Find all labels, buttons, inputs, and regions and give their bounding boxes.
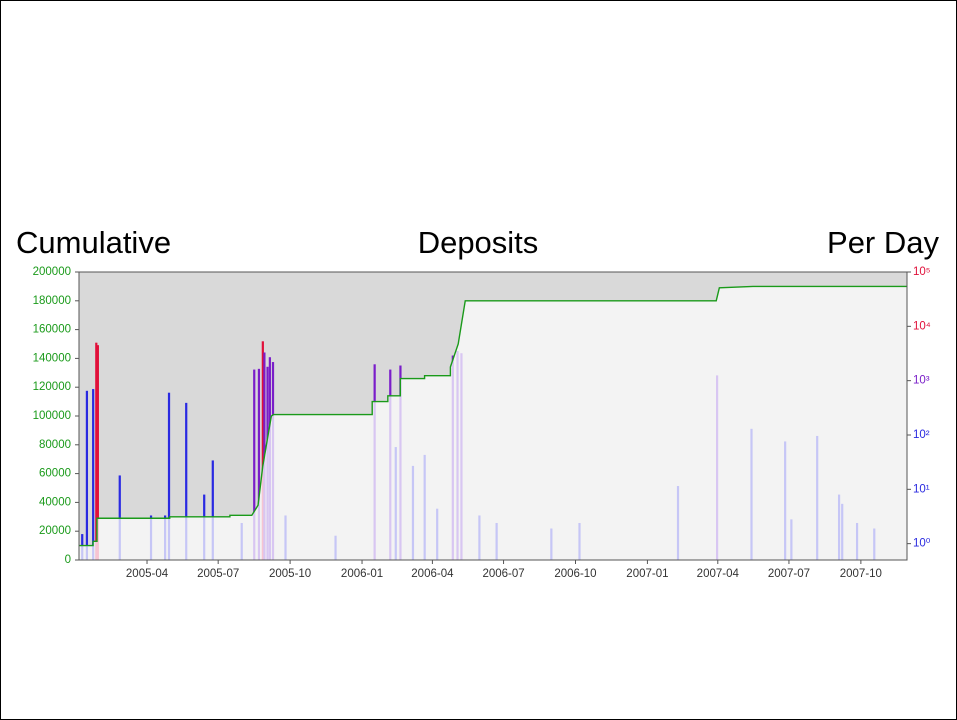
y-tick-label: 60000 — [39, 468, 71, 480]
bar-highlight — [92, 389, 95, 546]
y-tick-label: 100000 — [33, 410, 71, 422]
bar — [784, 441, 787, 560]
x-tick-label: 2007-04 — [697, 568, 740, 580]
y2-tick-label: 10⁰ — [913, 538, 931, 550]
bar — [389, 369, 392, 560]
x-tick-label: 2007-07 — [768, 568, 810, 580]
bar-highlight — [253, 369, 256, 546]
x-tick-label: 2006-04 — [411, 568, 454, 580]
bar — [460, 353, 463, 560]
bar — [164, 515, 167, 560]
bar — [676, 486, 680, 560]
bar — [750, 428, 753, 560]
bar — [149, 515, 153, 560]
bar-highlight — [185, 402, 188, 546]
y-tick-label: 180000 — [33, 295, 71, 307]
x-tick-label: 2007-10 — [840, 568, 882, 580]
bar — [268, 357, 271, 560]
bar — [451, 355, 454, 560]
bar — [816, 435, 819, 560]
bar — [373, 364, 376, 560]
x-tick-label: 2005-07 — [197, 568, 239, 580]
chart-title: Deposits — [418, 225, 539, 260]
x-tick-label: 2006-10 — [554, 568, 596, 580]
bar — [266, 366, 269, 560]
bar — [203, 494, 206, 560]
plot-background-above — [79, 272, 907, 546]
y-tick-label: 80000 — [39, 439, 71, 451]
cumulative-line — [79, 285, 907, 547]
bar — [240, 522, 243, 560]
bar-highlight — [81, 534, 84, 546]
bar — [394, 447, 397, 560]
bar — [841, 503, 844, 560]
bar — [837, 494, 841, 560]
bar-highlight — [95, 342, 98, 546]
bar — [495, 522, 498, 560]
bar-highlight — [85, 390, 89, 546]
bar — [271, 362, 275, 560]
bar — [550, 528, 553, 560]
right-axis-title: Per Day — [827, 225, 939, 260]
bar — [399, 365, 402, 560]
x-tick-label: 2006-07 — [482, 568, 524, 580]
bar-highlight — [118, 475, 121, 546]
bar — [716, 375, 719, 560]
y2-tick-label: 10² — [913, 429, 930, 441]
bar-highlight — [257, 368, 261, 546]
bar — [423, 454, 426, 560]
y2-tick-label: 10¹ — [913, 483, 930, 495]
bar — [790, 519, 793, 560]
y-tick-label: 40000 — [39, 496, 71, 508]
y-tick-label: 160000 — [33, 324, 71, 336]
y-tick-label: 20000 — [39, 525, 71, 537]
bar — [81, 534, 84, 560]
left-axis-title: Cumulative — [16, 225, 171, 260]
bar — [334, 535, 337, 560]
bar-highlight — [167, 392, 171, 546]
y-tick-label: 140000 — [33, 352, 71, 364]
x-tick-label: 2006-01 — [341, 568, 383, 580]
bar — [284, 515, 287, 560]
bar-highlight — [261, 341, 264, 546]
bar — [478, 515, 481, 560]
bar-highlight — [263, 352, 266, 546]
y2-tick-label: 10⁴ — [913, 320, 931, 332]
bar — [873, 528, 876, 560]
bar — [456, 351, 459, 560]
bar — [855, 522, 859, 560]
bar-highlight — [96, 345, 99, 546]
bar-highlight — [211, 460, 214, 546]
y-tick-label: 0 — [65, 554, 71, 566]
y2-tick-label: 10³ — [913, 375, 930, 387]
bar — [578, 522, 581, 560]
bar — [436, 508, 439, 560]
x-tick-label: 2007-01 — [626, 568, 668, 580]
y2-tick-label: 10⁵ — [913, 266, 931, 278]
y-tick-label: 200000 — [33, 266, 71, 278]
x-tick-label: 2005-10 — [269, 568, 311, 580]
y-tick-label: 120000 — [33, 381, 71, 393]
bar — [411, 465, 415, 560]
x-tick-label: 2005-04 — [126, 568, 169, 580]
